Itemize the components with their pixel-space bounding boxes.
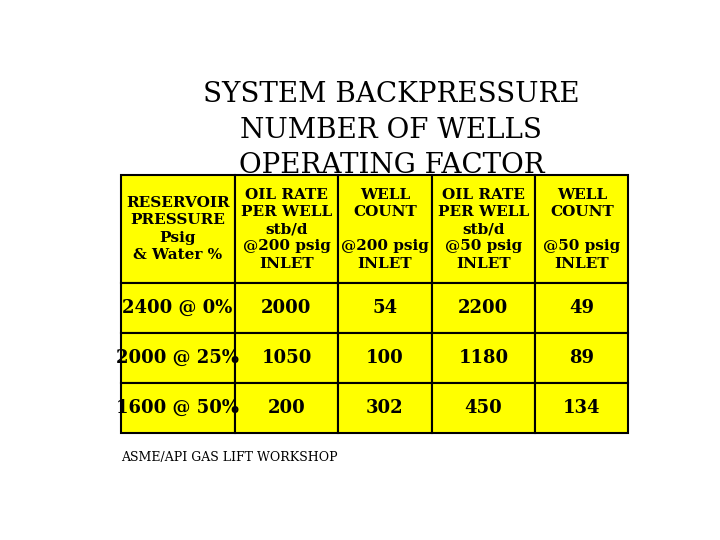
Text: RESERVOIR
PRESSURE
Psig
& Water %: RESERVOIR PRESSURE Psig & Water % (126, 196, 230, 262)
Bar (121, 175, 235, 284)
Text: ASME/API GAS LIFT WORKSHOP: ASME/API GAS LIFT WORKSHOP (121, 451, 337, 464)
Bar (431, 383, 535, 433)
Bar (121, 333, 235, 383)
Bar (431, 175, 535, 284)
Text: OIL RATE
PER WELL
stb/d
@50 psig
INLET: OIL RATE PER WELL stb/d @50 psig INLET (438, 187, 529, 271)
Bar (431, 284, 535, 333)
Text: OIL RATE
PER WELL
stb/d
@200 psig
INLET: OIL RATE PER WELL stb/d @200 psig INLET (241, 187, 332, 271)
Bar (338, 383, 431, 433)
Text: SYSTEM BACKPRESSURE
NUMBER OF WELLS
OPERATING FACTOR: SYSTEM BACKPRESSURE NUMBER OF WELLS OPER… (203, 82, 580, 179)
Text: 450: 450 (464, 399, 503, 417)
Bar (535, 383, 629, 433)
Text: 302: 302 (366, 399, 404, 417)
Text: 1600 @ 50%: 1600 @ 50% (116, 399, 239, 417)
Text: 54: 54 (372, 299, 397, 317)
Text: WELL
COUNT

@50 psig
INLET: WELL COUNT @50 psig INLET (543, 187, 621, 271)
Bar (235, 333, 338, 383)
Text: 2000 @ 25%: 2000 @ 25% (116, 349, 239, 367)
Text: 2200: 2200 (458, 299, 508, 317)
Bar (338, 284, 431, 333)
Text: 89: 89 (570, 349, 594, 367)
Bar (121, 383, 235, 433)
Text: WELL
COUNT

@200 psig
INLET: WELL COUNT @200 psig INLET (341, 187, 429, 271)
Text: 134: 134 (563, 399, 600, 417)
Text: 1180: 1180 (459, 349, 508, 367)
Bar (535, 333, 629, 383)
Text: 200: 200 (268, 399, 305, 417)
Bar (338, 175, 431, 284)
Bar (431, 333, 535, 383)
Bar (121, 284, 235, 333)
Bar (235, 383, 338, 433)
Bar (535, 175, 629, 284)
Bar (338, 333, 431, 383)
Text: 100: 100 (366, 349, 404, 367)
Text: 1050: 1050 (261, 349, 312, 367)
Bar (235, 175, 338, 284)
Bar (235, 284, 338, 333)
Text: 2000: 2000 (261, 299, 312, 317)
Text: 2400 @ 0%: 2400 @ 0% (122, 299, 233, 317)
Text: 49: 49 (570, 299, 594, 317)
Bar (535, 284, 629, 333)
